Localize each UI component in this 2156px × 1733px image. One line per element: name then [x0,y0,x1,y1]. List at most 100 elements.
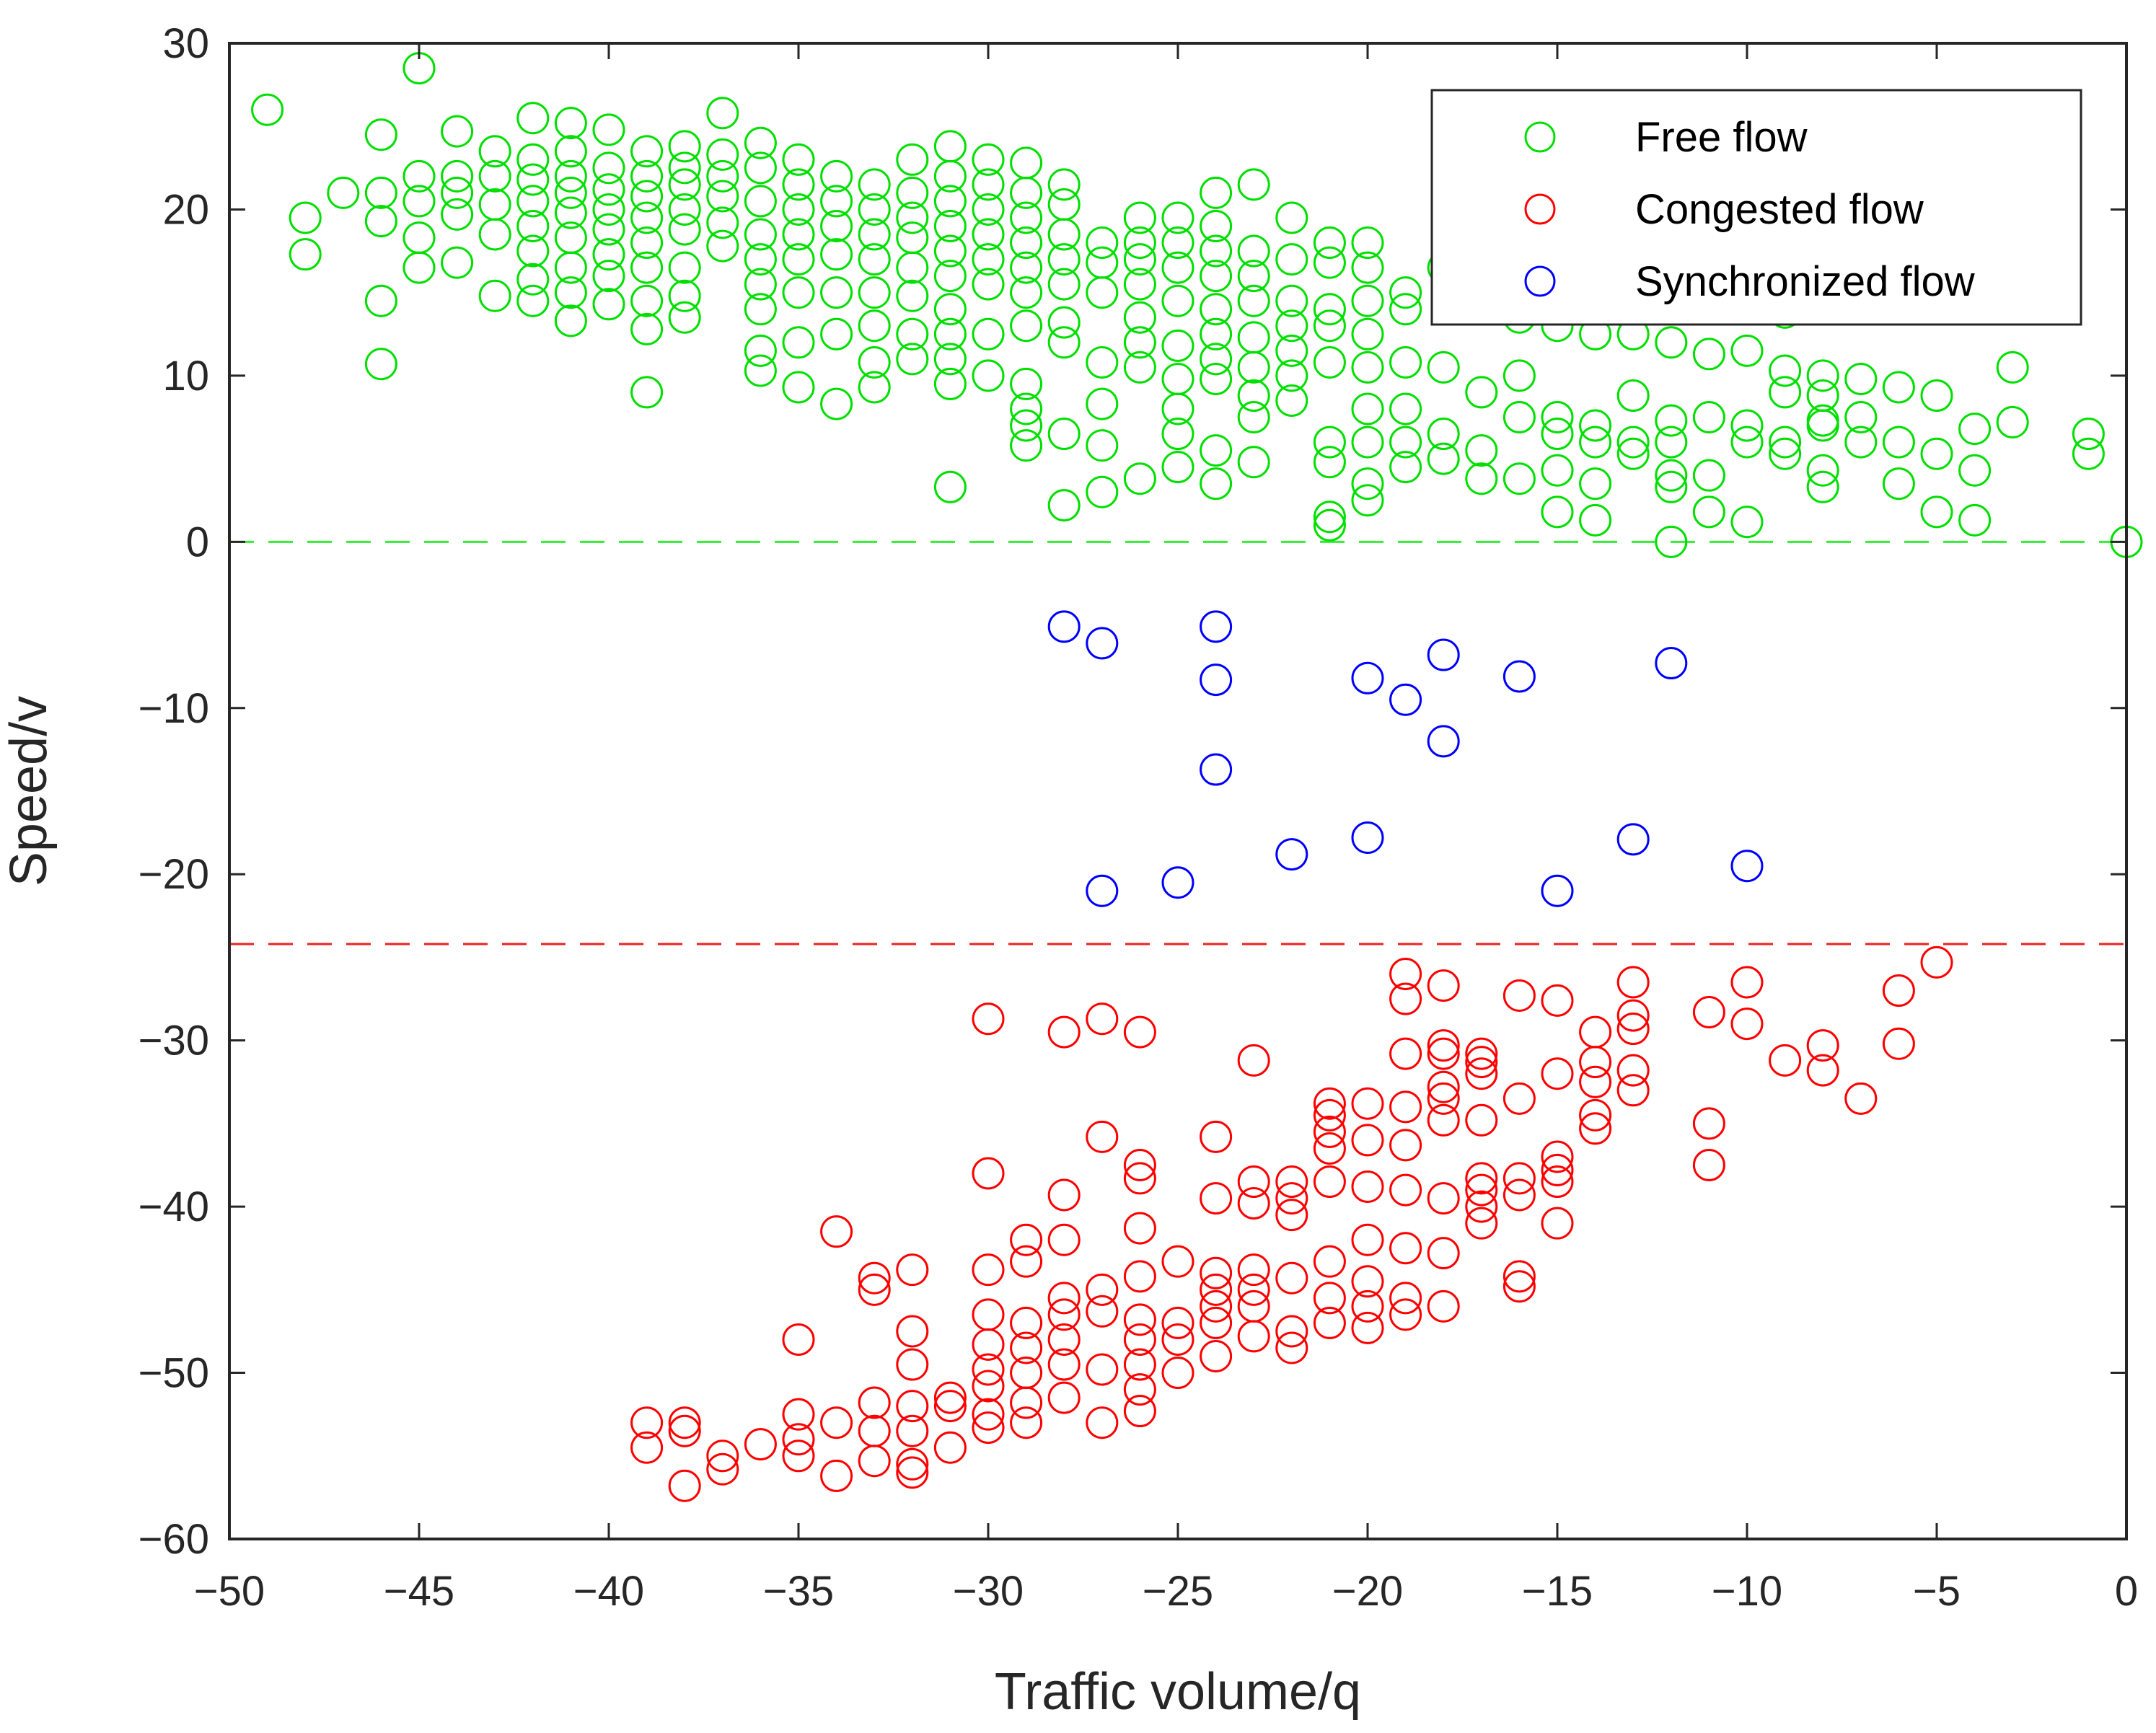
congested-flow-point [668,1414,701,1447]
congested-flow-point [1389,1037,1422,1070]
free-flow-point [668,130,701,163]
congested-flow-point [1351,1170,1384,1203]
congested-flow-point [972,1328,1005,1361]
congested-flow-point [1123,1149,1156,1181]
free-flow-point [706,229,739,263]
free-flow-point [1351,251,1384,284]
free-flow-point [1200,234,1233,268]
free-flow-point [630,251,664,284]
congested-flow-point [1047,1323,1081,1356]
free-flow-point [1389,276,1422,309]
free-flow-point [1427,442,1460,475]
free-flow-point [972,143,1005,176]
free-flow-point [1313,309,1346,343]
congested-flow-point [896,1253,929,1287]
synchronized-flow-point [1161,866,1194,899]
x-tick-label: −25 [1143,1568,1213,1615]
congested-flow-point [1541,1057,1574,1090]
free-flow-point [782,218,815,251]
congested-flow-point [1427,1289,1460,1323]
congested-flow-point [668,1406,701,1439]
free-flow-point [1502,401,1536,433]
congested-flow-point [1389,1129,1422,1162]
free-flow-point [478,218,511,251]
free-flow-point [1351,392,1384,425]
congested-flow-point [1275,1165,1308,1199]
congested-flow-point [858,1273,891,1306]
legend-marker-synchronized-flow [1524,265,1556,297]
free-flow-point [896,279,929,312]
congested-flow-point [858,1445,891,1478]
free-flow-point [1958,454,1992,487]
synchronized-flow-point [1200,610,1233,643]
x-tick-label: −20 [1332,1568,1403,1615]
legend-box [1430,89,2082,326]
free-flow-point [668,213,701,246]
free-flow-point [1200,317,1233,350]
congested-flow-point [972,1370,1005,1403]
congested-flow-point [1047,1178,1081,1212]
congested-flow-point [1920,945,1953,979]
free-flow-point [1389,451,1422,484]
congested-flow-point [1616,1013,1650,1046]
free-flow-point [1123,462,1156,495]
congested-flow-point [1502,1260,1536,1293]
congested-flow-point [1237,1320,1270,1353]
congested-flow-point [858,1261,891,1295]
free-flow-point [630,135,664,168]
free-flow-point [668,279,701,312]
congested-flow-point [1541,1153,1574,1186]
y-tick-label: −50 [138,1350,209,1397]
free-flow-point [896,143,929,176]
congested-flow-point [1123,1015,1156,1049]
free-flow-point [1655,459,1688,492]
free-flow-point [2072,418,2105,451]
free-flow-point [1200,293,1233,326]
free-flow-point [1882,467,1915,501]
synchronized-flow-point [1427,638,1460,671]
free-flow-point [554,251,587,284]
congested-flow-point [1389,1232,1422,1265]
free-flow-point [1200,467,1233,501]
congested-flow-point [1313,1245,1346,1278]
free-flow-point [630,201,664,234]
congested-flow-point [1086,1002,1119,1036]
congested-flow-point [1427,969,1460,1002]
free-flow-point [782,276,815,309]
free-flow-point [630,226,664,260]
congested-flow-point [1692,995,1725,1028]
congested-flow-point [1730,966,1764,999]
free-flow-point [1692,401,1725,433]
free-flow-point [782,243,815,276]
free-flow-point [1010,409,1043,442]
free-flow-point [1769,376,1802,409]
free-flow-point [1010,392,1043,425]
congested-flow-point [1275,1199,1308,1232]
congested-flow-point [1579,1046,1612,1079]
free-flow-point [896,251,929,284]
free-flow-point [630,284,664,317]
congested-flow-point [668,1469,701,1502]
x-tick-label: −45 [384,1568,454,1615]
congested-flow-point [1275,1182,1308,1215]
congested-flow-point [1465,1173,1498,1207]
free-flow-point [782,371,815,404]
free-flow-point [1237,284,1270,317]
free-flow-point [858,243,891,276]
free-flow-point [1237,401,1270,433]
y-tick-label: −20 [138,851,209,898]
free-flow-point [972,268,1005,301]
congested-flow-point [1351,1265,1384,1298]
legend-marker-congested-flow [1524,193,1556,225]
synchronized-flow-point [1275,838,1308,871]
synchronized-flow-point [1200,663,1233,697]
free-flow-point [1541,401,1574,433]
free-flow-point [1920,495,1953,529]
free-flow-point [1465,376,1498,409]
congested-flow-point [1465,1162,1498,1195]
free-flow-point [858,193,891,226]
free-flow-point [858,371,891,404]
free-flow-point [1692,495,1725,529]
congested-flow-point [1161,1245,1194,1278]
congested-flow-point [1237,1273,1270,1306]
